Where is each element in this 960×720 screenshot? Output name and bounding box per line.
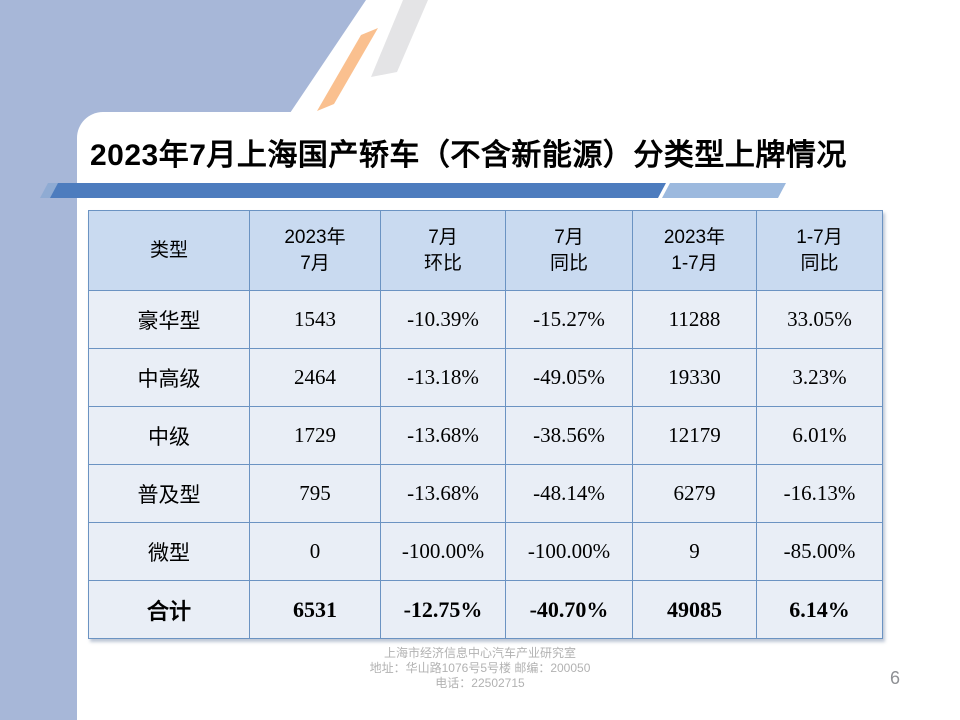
table-cell: 795	[249, 464, 381, 523]
footer-phone-line: 电话：22502715	[435, 676, 525, 690]
deco-title-bar-dark	[50, 183, 666, 198]
column-header: 2023年 7月	[249, 210, 381, 291]
column-header: 7月 同比	[505, 210, 633, 291]
table-row: 豪华型 1543 -10.39% -15.27% 11288 33.05%	[88, 290, 883, 349]
table-cell: 中级	[88, 406, 250, 465]
table-cell: 1729	[249, 406, 381, 465]
table-cell: 合计	[88, 580, 250, 639]
column-header: 7月 环比	[380, 210, 506, 291]
table-cell: 6.14%	[756, 580, 883, 639]
table-row: 普及型 795 -13.68% -48.14% 6279 -16.13%	[88, 464, 883, 523]
table-cell: -100.00%	[505, 522, 633, 581]
slide-title: 2023年7月上海国产轿车（不含新能源）分类型上牌情况	[90, 139, 847, 172]
table-cell: -13.68%	[380, 464, 506, 523]
table-cell: 3.23%	[756, 348, 883, 407]
footer-contact-block: 上海市经济信息中心汽车产业研究室 地址：华山路1076号5号楼 邮编：20005…	[200, 646, 760, 691]
table-cell: -85.00%	[756, 522, 883, 581]
table-cell: 6.01%	[756, 406, 883, 465]
table-cell: 豪华型	[88, 290, 250, 349]
table-cell: 0	[249, 522, 381, 581]
table-row: 合计 6531 -12.75% -40.70% 49085 6.14%	[88, 580, 883, 639]
table-cell: 9	[632, 522, 757, 581]
table-cell: 2464	[249, 348, 381, 407]
table-cell: 1543	[249, 290, 381, 349]
table-header-row: 类型 2023年 7月 7月 环比 7月 同比 2023年 1-7月 1-7月 同比	[88, 210, 883, 291]
table-cell: 6531	[249, 580, 381, 639]
table-cell: -38.56%	[505, 406, 633, 465]
deco-title-bar-light	[662, 183, 786, 198]
table-cell: 6279	[632, 464, 757, 523]
column-header: 1-7月 同比	[756, 210, 883, 291]
table-row: 中级 1729 -13.68% -38.56% 12179 6.01%	[88, 406, 883, 465]
footer-address-line: 地址：华山路1076号5号楼 邮编：200050	[369, 661, 591, 675]
table-cell: 12179	[632, 406, 757, 465]
table-cell: -15.27%	[505, 290, 633, 349]
table-cell: -13.18%	[380, 348, 506, 407]
table-cell: -49.05%	[505, 348, 633, 407]
table-cell: 微型	[88, 522, 250, 581]
table-cell: 33.05%	[756, 290, 883, 349]
deco-top-white-diagonal	[290, 0, 960, 113]
table-row: 中高级 2464 -13.18% -49.05% 19330 3.23%	[88, 348, 883, 407]
footer-org-line: 上海市经济信息中心汽车产业研究室	[383, 646, 576, 660]
table-cell: -100.00%	[380, 522, 506, 581]
table-cell: -48.14%	[505, 464, 633, 523]
registration-table: 类型 2023年 7月 7月 环比 7月 同比 2023年 1-7月 1-7月 同比 豪华型 1543…	[88, 210, 883, 639]
table-cell: 19330	[632, 348, 757, 407]
table-body: 豪华型 1543 -10.39% -15.27% 11288 33.05% 中高级 2464-…	[88, 290, 883, 639]
table-row: 微型 0 -100.00% -100.00% 9 -85.00%	[88, 522, 883, 581]
column-header: 2023年 1-7月	[632, 210, 757, 291]
table-cell: -10.39%	[380, 290, 506, 349]
page-number: 6	[890, 668, 901, 688]
table-cell: -13.68%	[380, 406, 506, 465]
table-cell: 11288	[632, 290, 757, 349]
table-cell: 普及型	[88, 464, 250, 523]
table-cell: -16.13%	[756, 464, 883, 523]
table-cell: -40.70%	[505, 580, 633, 639]
table-cell: -12.75%	[380, 580, 506, 639]
table-cell: 中高级	[88, 348, 250, 407]
column-header: 类型	[88, 210, 250, 291]
table-cell: 49085	[632, 580, 757, 639]
